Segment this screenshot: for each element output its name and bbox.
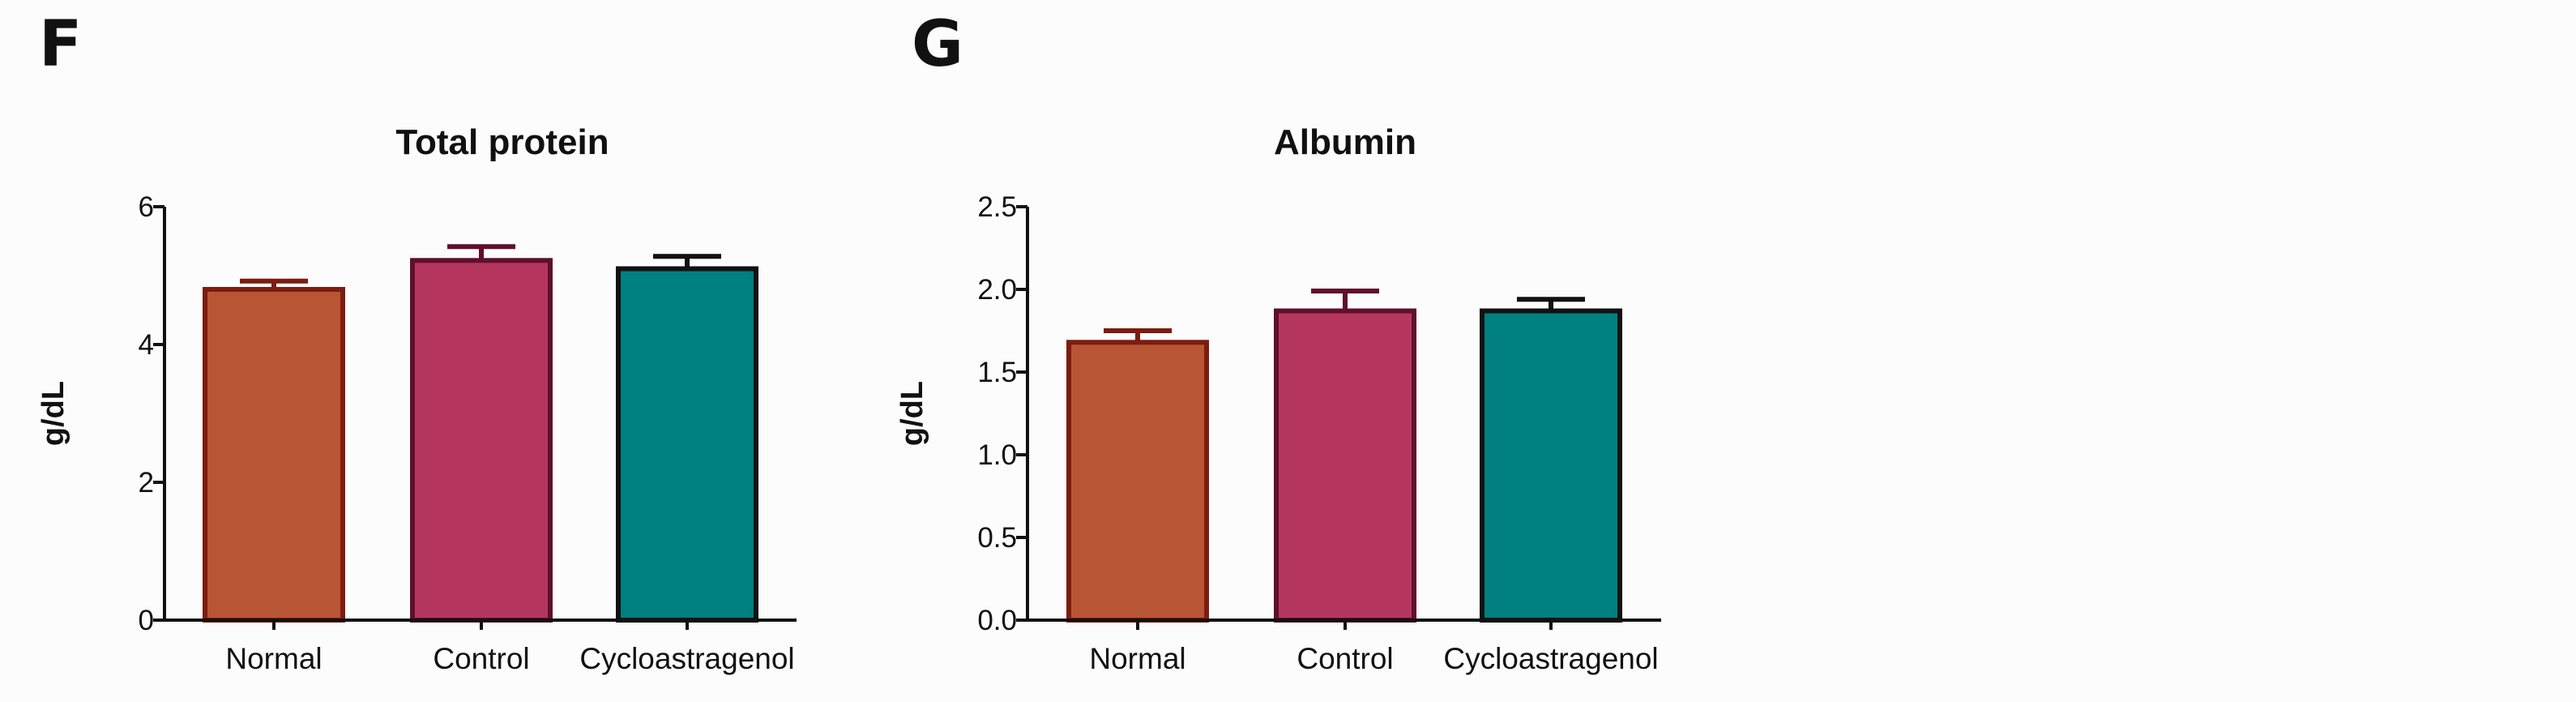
y-tick-label: 1.5 bbox=[977, 357, 1017, 388]
chart-title: Total protein bbox=[395, 122, 609, 162]
y-tick-label: 1.0 bbox=[977, 439, 1017, 471]
x-category-label: Cycloastragenol bbox=[1443, 642, 1658, 675]
bar-control bbox=[1274, 308, 1416, 623]
x-category-label: Normal bbox=[225, 642, 322, 675]
bar-cycloastragenol bbox=[1480, 308, 1622, 623]
bar-normal bbox=[1066, 340, 1209, 623]
y-tick-label: 2 bbox=[139, 467, 154, 499]
y-tick-label: 0.0 bbox=[977, 605, 1017, 636]
chart-albumin: Albumin g/dL 0.0 0.5 1.0 1.5 2.0 2.5 Normal Contr… bbox=[895, 122, 1661, 675]
y-axis-label: g/dL bbox=[895, 381, 929, 446]
x-category-label: Control bbox=[433, 642, 529, 675]
bar-cycloastragenol bbox=[616, 266, 758, 623]
y-tick-label: 4 bbox=[139, 329, 154, 361]
y-tick-label: 0 bbox=[139, 605, 154, 636]
y-tick-label: 6 bbox=[139, 191, 154, 223]
bar-control bbox=[410, 258, 553, 623]
bar-normal bbox=[203, 287, 345, 623]
x-category-label: Control bbox=[1297, 642, 1393, 675]
y-tick-label: 2.5 bbox=[977, 191, 1017, 223]
x-category-label: Cycloastragenol bbox=[579, 642, 794, 675]
chart-title: Albumin bbox=[1274, 122, 1416, 162]
panel-letter-g: G bbox=[912, 8, 964, 81]
y-axis-label: g/dL bbox=[36, 381, 70, 446]
x-category-label: Normal bbox=[1089, 642, 1185, 675]
panel-letter-f: F bbox=[39, 8, 83, 81]
y-tick-label: 0.5 bbox=[977, 522, 1017, 554]
chart-total-protein: Total protein g/dL 0 2 4 6 Normal Control Cycloa… bbox=[36, 122, 797, 675]
y-tick-label: 2.0 bbox=[977, 274, 1017, 306]
